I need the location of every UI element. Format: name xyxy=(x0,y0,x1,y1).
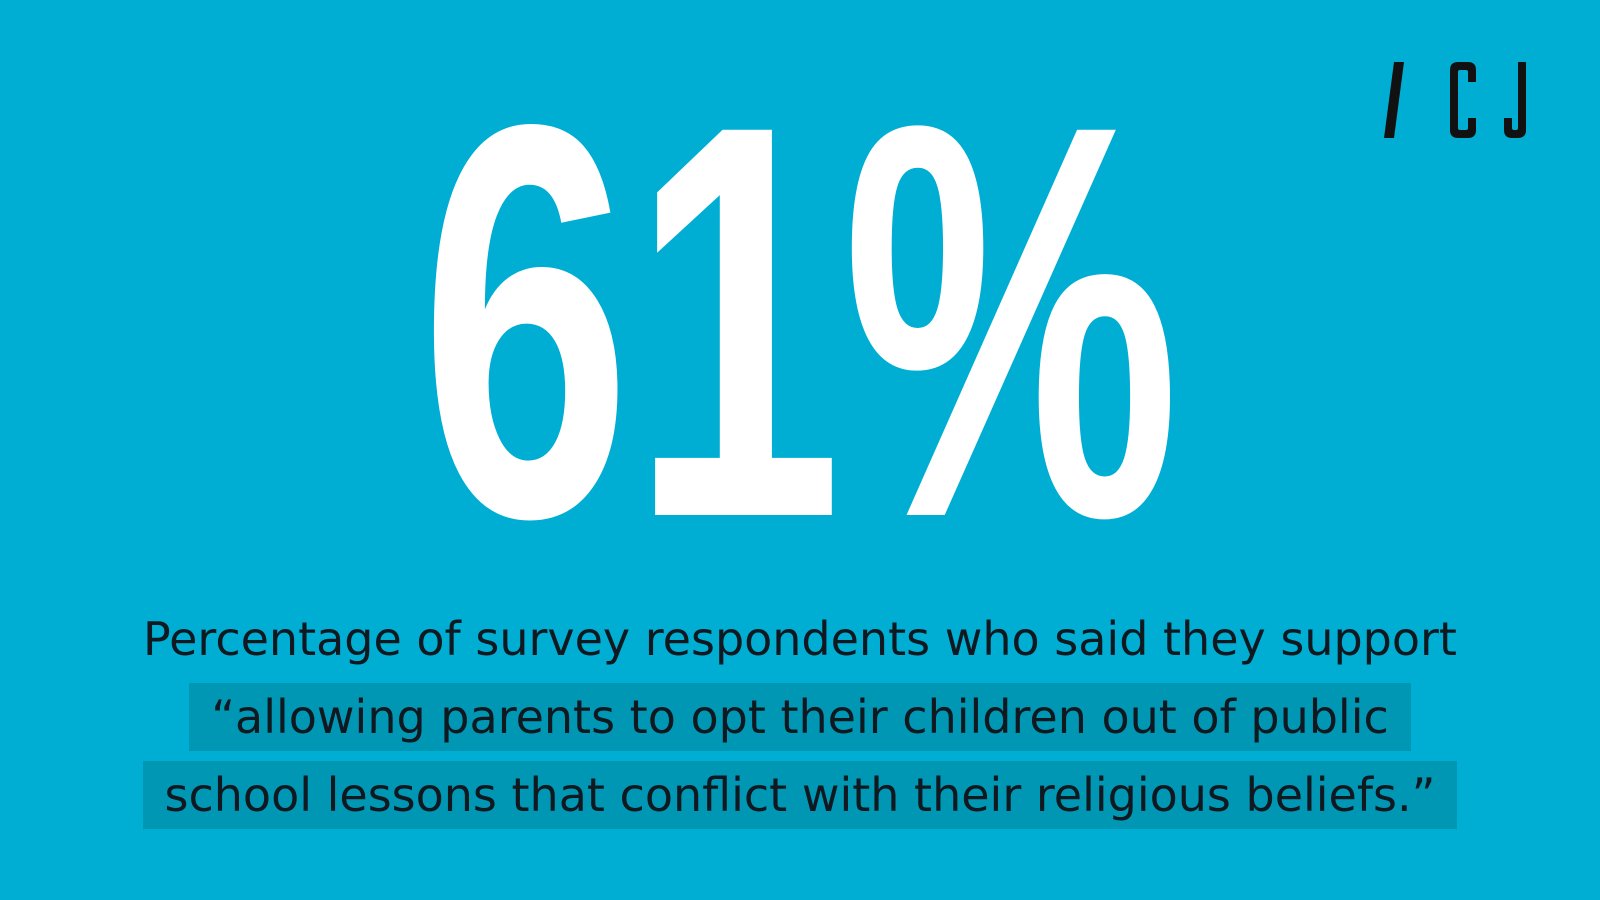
logo-j-mark xyxy=(1504,62,1526,138)
logo-slash-mark xyxy=(1384,62,1404,138)
logo-c-mark xyxy=(1450,62,1476,138)
statistic-value: 61% xyxy=(420,8,1180,634)
statistic-caption: Percentage of survey respondents who sai… xyxy=(80,600,1520,834)
brand-logo xyxy=(1380,58,1540,140)
headline-statistic: 61% xyxy=(0,8,1600,634)
caption-line: Percentage of survey respondents who sai… xyxy=(143,612,1457,666)
quoted-caption-line: school lessons that conflict with their … xyxy=(142,761,1458,829)
quoted-caption-line: “allowing parents to opt their children … xyxy=(189,683,1411,751)
